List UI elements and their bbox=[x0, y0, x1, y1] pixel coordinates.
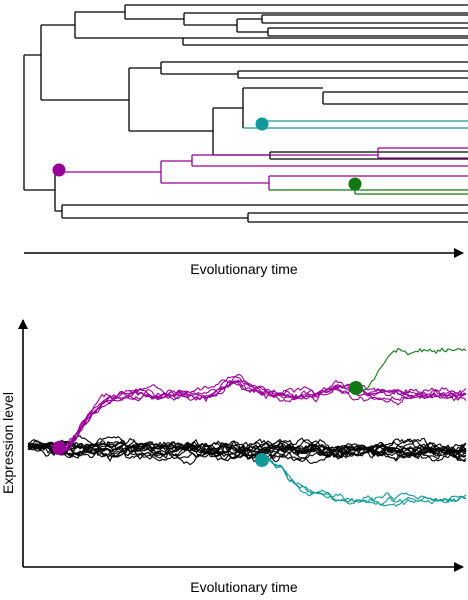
teal-trace bbox=[261, 458, 467, 504]
top-x-axis-label: Evolutionary time bbox=[190, 261, 298, 277]
ancestral-trace bbox=[27, 440, 467, 461]
tree-branches-black bbox=[23, 4, 468, 223]
ancestral-trace bbox=[27, 437, 467, 459]
expression-traces bbox=[27, 347, 467, 507]
magenta-node-marker bbox=[52, 163, 66, 177]
magenta-shift-marker bbox=[52, 441, 66, 455]
phylogenetic-tree bbox=[23, 4, 468, 223]
teal-shift-marker bbox=[255, 453, 269, 467]
teal-node-marker bbox=[255, 117, 269, 131]
ancestral-trace bbox=[27, 435, 467, 459]
magenta-trace bbox=[57, 379, 467, 452]
magenta-trace bbox=[57, 376, 467, 451]
trace-markers bbox=[52, 381, 363, 467]
ancestral-trace bbox=[28, 439, 467, 466]
tree-branches-green bbox=[269, 183, 468, 195]
green-shift-marker bbox=[349, 381, 363, 395]
green-trace bbox=[355, 347, 467, 391]
tree-branches-magenta bbox=[55, 147, 468, 190]
tree-branches-teal bbox=[243, 120, 468, 129]
green-node-marker bbox=[348, 177, 362, 191]
magenta-trace bbox=[57, 373, 467, 451]
ancestral-trace bbox=[27, 438, 467, 463]
magenta-trace bbox=[57, 382, 467, 450]
bottom-y-axis-label: Expression level bbox=[0, 392, 16, 494]
magenta-trace bbox=[58, 379, 467, 452]
bottom-x-axis-label: Evolutionary time bbox=[190, 579, 298, 595]
